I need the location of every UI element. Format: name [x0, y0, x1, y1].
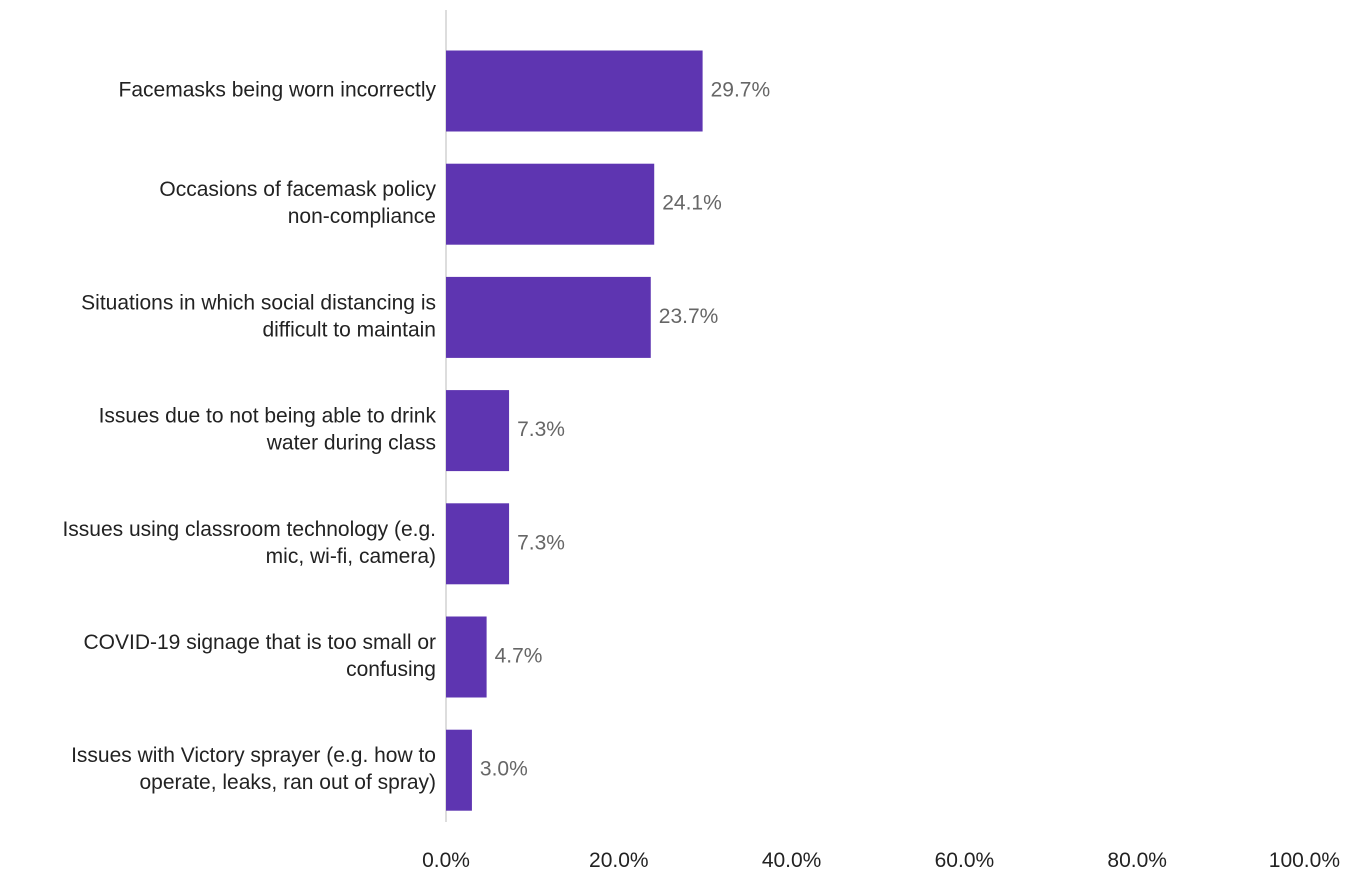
x-tick-label-1: 20.0%: [589, 849, 649, 872]
category-label-5-line-1: confusing: [346, 658, 436, 681]
data-label-3: 7.3%: [517, 418, 565, 441]
category-label-0-line-0: Facemasks being worn incorrectly: [119, 79, 437, 102]
category-label-2-line-0: Situations in which social distancing is: [81, 291, 436, 314]
bar-4: [446, 503, 510, 585]
category-label-4-line-1: mic, wi-fi, camera): [266, 545, 436, 568]
data-label-4: 7.3%: [517, 531, 565, 554]
category-label-5-line-0: COVID-19 signage that is too small or: [84, 631, 437, 654]
data-label-1: 24.1%: [662, 192, 722, 215]
data-label-6: 3.0%: [480, 758, 528, 781]
category-label-4-line-0: Issues using classroom technology (e.g.: [62, 518, 436, 541]
category-label-1-line-1: non-compliance: [288, 205, 436, 228]
ticks-layer: 0.0% 20.0% 40.0% 60.0% 80.0% 100.0%: [422, 849, 1340, 872]
bar-6: [446, 729, 472, 811]
x-tick-label-3: 60.0%: [935, 849, 995, 872]
labels-layer: 29.7% Facemasks being worn incorrectly 24.…: [62, 79, 770, 795]
bar-5: [446, 616, 487, 698]
category-label-3-line-1: water during class: [266, 432, 436, 455]
data-label-2: 23.7%: [659, 305, 719, 328]
x-tick-label-2: 40.0%: [762, 849, 822, 872]
category-label-1-line-0: Occasions of facemask policy: [159, 178, 436, 201]
bar-2: [446, 276, 651, 358]
data-label-5: 4.7%: [495, 645, 543, 668]
category-label-6-line-0: Issues with Victory sprayer (e.g. how to: [71, 744, 436, 767]
x-tick-label-4: 80.0%: [1107, 849, 1167, 872]
category-label-6-line-1: operate, leaks, ran out of spray): [140, 771, 437, 794]
x-tick-label-0: 0.0%: [422, 849, 470, 872]
bar-0: [446, 50, 703, 132]
data-label-0: 29.7%: [711, 79, 771, 102]
bars-layer: [446, 50, 703, 811]
bar-1: [446, 163, 655, 245]
category-label-3-line-0: Issues due to not being able to drink: [99, 405, 437, 428]
bar-3: [446, 390, 510, 472]
category-label-2-line-1: difficult to maintain: [262, 318, 436, 341]
x-tick-label-5: 100.0%: [1269, 849, 1340, 872]
